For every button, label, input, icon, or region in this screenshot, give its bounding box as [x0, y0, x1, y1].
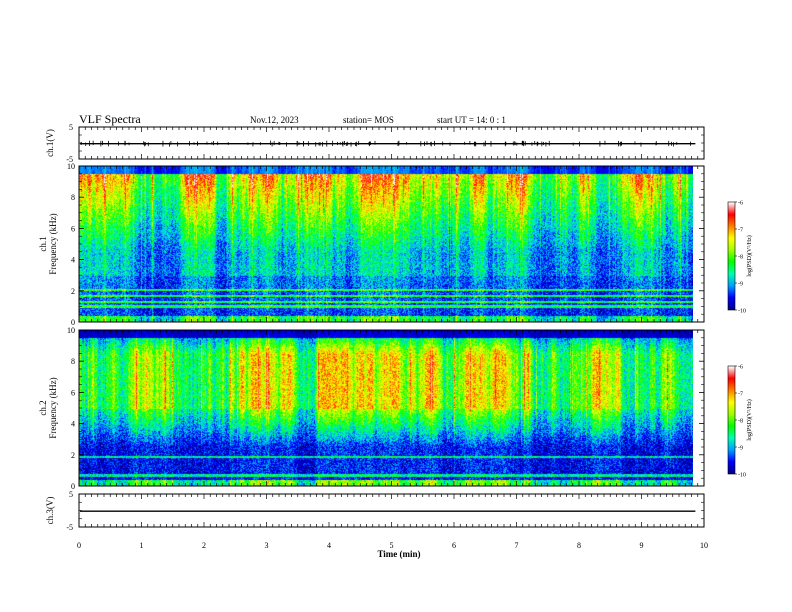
- spectrogram-image: [79, 166, 693, 322]
- y-tick-label: 6: [71, 388, 75, 397]
- colorbar-tick-label: -8: [738, 419, 743, 425]
- y-tick-label: -5: [66, 523, 73, 532]
- figure-date: Nov.12, 2023: [250, 115, 299, 125]
- figure-title: VLF Spectra: [79, 112, 141, 126]
- colorbar-tick-label: -6: [738, 201, 743, 207]
- x-tick-label: 5: [390, 541, 394, 550]
- x-tick-label: 7: [515, 541, 519, 550]
- y-axis-label: ch.3(V): [45, 497, 55, 525]
- y-tick-label: 5: [69, 490, 73, 499]
- colorbar-tick-label: -8: [738, 255, 743, 261]
- y-tick-label: 8: [71, 193, 75, 202]
- ch1-colorbar: -6 -7 -8 -9 -10 log(PSD)(V²/Hz): [727, 201, 753, 315]
- y-tick-label: 4: [71, 420, 75, 429]
- ch3-waveform-panel: 5 -5 ch.3(V): [45, 490, 705, 532]
- ch2-colorbar: -6 -7 -8 -9 -10 log(PSD)(V²/Hz): [727, 365, 753, 479]
- x-tick-label: 9: [640, 541, 644, 550]
- colorbar-tick-label: -6: [738, 365, 743, 371]
- y-tick-label: 5: [69, 123, 73, 132]
- figure-start-time: start UT = 14: 0 : 1: [437, 115, 506, 125]
- y-tick-label: -5: [66, 155, 73, 164]
- y-axis-label: ch.2Frequency (kHz): [38, 377, 58, 438]
- x-tick-label: 1: [140, 541, 144, 550]
- x-tick-label: 6: [452, 541, 456, 550]
- time-axis-label: Time (min): [377, 549, 420, 559]
- colorbar-gradient: [728, 366, 735, 474]
- colorbar-tick-label: -10: [738, 309, 746, 315]
- figure-station: station= MOS: [343, 115, 394, 125]
- x-tick-label: 0: [77, 541, 81, 550]
- y-tick-label: 2: [71, 451, 75, 460]
- y-tick-label: 6: [71, 224, 75, 233]
- y-tick-label: 8: [71, 357, 75, 366]
- x-tick-label: 3: [265, 541, 269, 550]
- ch1-waveform-panel: 5 -5 ch.1(V): [45, 123, 705, 164]
- colorbar-label: log(PSD)(V²/Hz): [746, 235, 753, 276]
- y-tick-label: 2: [71, 287, 75, 296]
- ch2-spectrogram-panel: 10 8 6 4 2 0 ch.2Frequency (kHz): [38, 326, 705, 491]
- y-tick-label: 0: [71, 482, 75, 491]
- colorbar-tick-label: -7: [738, 392, 743, 398]
- y-tick-label: 0: [71, 318, 75, 327]
- y-axis-label: ch.1Frequency (kHz): [38, 213, 58, 274]
- colorbar-tick-label: -10: [738, 473, 746, 479]
- time-axis: 0 1 2 3 4 5 6 7 8 9 10: [77, 541, 708, 550]
- colorbar-tick-label: -9: [738, 282, 743, 288]
- colorbar-tick-label: -9: [738, 446, 743, 452]
- colorbar-gradient: [728, 202, 735, 310]
- colorbar-label: log(PSD)(V²/Hz): [746, 399, 753, 440]
- y-tick-label: 10: [67, 162, 75, 171]
- x-tick-label: 10: [700, 541, 708, 550]
- x-tick-label: 4: [327, 541, 331, 550]
- x-tick-label: 8: [577, 541, 581, 550]
- y-tick-label: 4: [71, 256, 75, 265]
- y-axis-label: ch.1(V): [45, 129, 55, 157]
- y-tick-label: 10: [67, 326, 75, 335]
- spectrogram-image: [79, 330, 693, 486]
- ch1-spectrogram-panel: 10 8 6 4 2 0 ch.1Frequency (kHz): [38, 162, 705, 327]
- colorbar-tick-label: -7: [738, 228, 743, 234]
- x-tick-label: 2: [202, 541, 206, 550]
